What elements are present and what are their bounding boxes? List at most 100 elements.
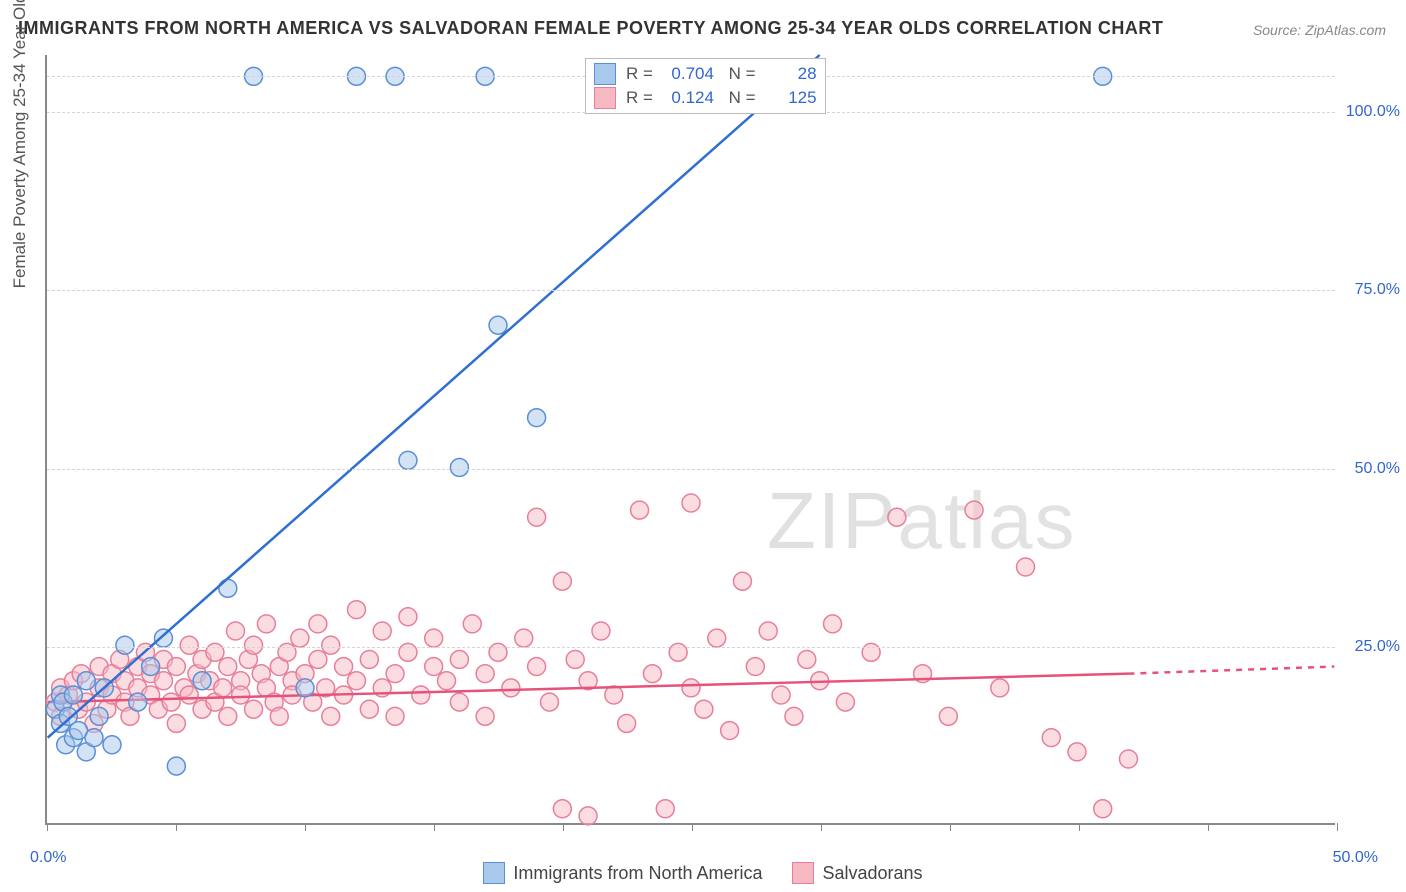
- data-point: [142, 658, 160, 676]
- data-point: [335, 658, 353, 676]
- data-point: [425, 658, 443, 676]
- data-point: [733, 572, 751, 590]
- data-point: [162, 693, 180, 711]
- data-point: [399, 451, 417, 469]
- data-point: [528, 508, 546, 526]
- plot-area: ZIPatlas 25.0%50.0%75.0%100.0%: [45, 55, 1335, 825]
- swatch-bottom-2: [792, 862, 814, 884]
- data-point: [347, 672, 365, 690]
- data-point: [605, 686, 623, 704]
- data-point: [450, 458, 468, 476]
- gridline: [47, 290, 1335, 291]
- swatch-series-1: [594, 63, 616, 85]
- data-point: [798, 650, 816, 668]
- data-point: [1119, 750, 1137, 768]
- legend-row-series-1: R = 0.704 N = 28: [594, 62, 817, 86]
- x-tick: [1337, 823, 1338, 831]
- x-tick: [821, 823, 822, 831]
- data-point: [103, 736, 121, 754]
- data-point: [373, 622, 391, 640]
- data-point: [219, 579, 237, 597]
- data-point: [1017, 558, 1035, 576]
- data-point: [489, 316, 507, 334]
- data-point: [412, 686, 430, 704]
- data-point: [90, 707, 108, 725]
- r-value-1: 0.704: [659, 64, 714, 84]
- data-point: [965, 501, 983, 519]
- data-point: [245, 700, 263, 718]
- data-point: [399, 608, 417, 626]
- data-point: [309, 650, 327, 668]
- data-point: [309, 615, 327, 633]
- chart-title: IMMIGRANTS FROM NORTH AMERICA VS SALVADO…: [18, 18, 1163, 39]
- data-point: [1042, 729, 1060, 747]
- gridline: [47, 469, 1335, 470]
- data-point: [682, 679, 700, 697]
- data-point: [180, 686, 198, 704]
- data-point: [991, 679, 1009, 697]
- data-point: [1068, 743, 1086, 761]
- correlation-legend: R = 0.704 N = 28 R = 0.124 N = 125: [585, 58, 826, 114]
- chart-svg: [47, 55, 1335, 823]
- data-point: [64, 686, 82, 704]
- swatch-bottom-1: [483, 862, 505, 884]
- bottom-legend-item-1: Immigrants from North America: [483, 862, 762, 884]
- data-point: [502, 679, 520, 697]
- data-point: [154, 629, 172, 647]
- data-point: [836, 693, 854, 711]
- x-tick: [176, 823, 177, 831]
- data-point: [386, 707, 404, 725]
- data-point: [515, 629, 533, 647]
- y-tick-label: 50.0%: [1355, 460, 1400, 478]
- data-point: [360, 650, 378, 668]
- data-point: [528, 409, 546, 427]
- trend-line-extension: [1128, 667, 1334, 674]
- data-point: [193, 672, 211, 690]
- data-point: [347, 601, 365, 619]
- y-axis-label: Female Poverty Among 25-34 Year Olds: [10, 0, 30, 288]
- n-label: N =: [724, 64, 756, 84]
- n-value-1: 28: [762, 64, 817, 84]
- data-point: [296, 679, 314, 697]
- data-point: [219, 658, 237, 676]
- x-tick: [305, 823, 306, 831]
- bottom-legend-label-1: Immigrants from North America: [513, 863, 762, 884]
- data-point: [721, 722, 739, 740]
- data-point: [360, 700, 378, 718]
- x-tick: [692, 823, 693, 831]
- data-point: [154, 672, 172, 690]
- data-point: [167, 757, 185, 775]
- data-point: [322, 636, 340, 654]
- x-tick: [47, 823, 48, 831]
- r-value-2: 0.124: [659, 88, 714, 108]
- data-point: [476, 665, 494, 683]
- bottom-legend-label-2: Salvadorans: [822, 863, 922, 884]
- data-point: [631, 501, 649, 519]
- data-point: [450, 650, 468, 668]
- r-label: R =: [626, 64, 653, 84]
- legend-row-series-2: R = 0.124 N = 125: [594, 86, 817, 110]
- bottom-legend: Immigrants from North America Salvadoran…: [0, 862, 1406, 884]
- swatch-series-2: [594, 87, 616, 109]
- data-point: [219, 707, 237, 725]
- data-point: [553, 572, 571, 590]
- data-point: [322, 707, 340, 725]
- y-tick-label: 75.0%: [1355, 281, 1400, 299]
- data-point: [232, 686, 250, 704]
- x-tick-label-max: 50.0%: [1333, 849, 1378, 867]
- data-point: [270, 707, 288, 725]
- data-point: [167, 714, 185, 732]
- r-label: R =: [626, 88, 653, 108]
- data-point: [386, 665, 404, 683]
- data-point: [785, 707, 803, 725]
- x-tick-label-min: 0.0%: [30, 849, 66, 867]
- data-point: [695, 700, 713, 718]
- source-label: Source: ZipAtlas.com: [1253, 22, 1386, 38]
- x-tick: [1079, 823, 1080, 831]
- data-point: [540, 693, 558, 711]
- y-tick-label: 100.0%: [1346, 103, 1400, 121]
- data-point: [227, 622, 245, 640]
- data-point: [708, 629, 726, 647]
- data-point: [618, 714, 636, 732]
- data-point: [167, 658, 185, 676]
